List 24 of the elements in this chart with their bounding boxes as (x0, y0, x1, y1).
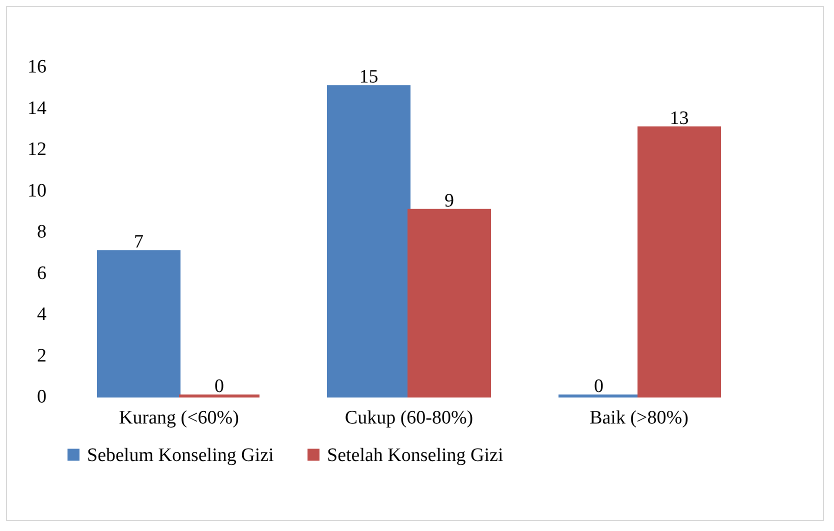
bar (97, 250, 180, 398)
bar (408, 208, 491, 398)
bar (638, 126, 721, 398)
y-tick-label: 8 (37, 222, 46, 242)
y-tick-label: 4 (37, 304, 47, 325)
data-label: 0 (594, 376, 604, 397)
bar (327, 85, 410, 398)
y-tick-label: 10 (28, 180, 46, 202)
y-tick-label: 14 (28, 98, 47, 119)
y-tick-label: 16 (28, 56, 46, 78)
legend-label: Setelah Konseling Gizi (327, 444, 504, 466)
x-tick-label: Baik (>80%) (590, 408, 688, 428)
data-label: 0 (214, 376, 224, 397)
y-tick-label: 2 (37, 345, 46, 366)
y-tick-label: 6 (37, 262, 46, 284)
x-tick-label: Cukup (60-80%) (344, 408, 474, 428)
data-label: 13 (670, 108, 689, 129)
y-tick-label: 0 (37, 386, 46, 408)
data-label: 7 (134, 232, 144, 253)
data-label: 15 (359, 66, 378, 88)
y-tick-label: 12 (28, 139, 46, 160)
legend-label: Sebelum Konseling Gizi (87, 444, 274, 466)
data-label: 9 (444, 190, 454, 212)
x-tick-label: Kurang (<60%) (119, 408, 239, 428)
